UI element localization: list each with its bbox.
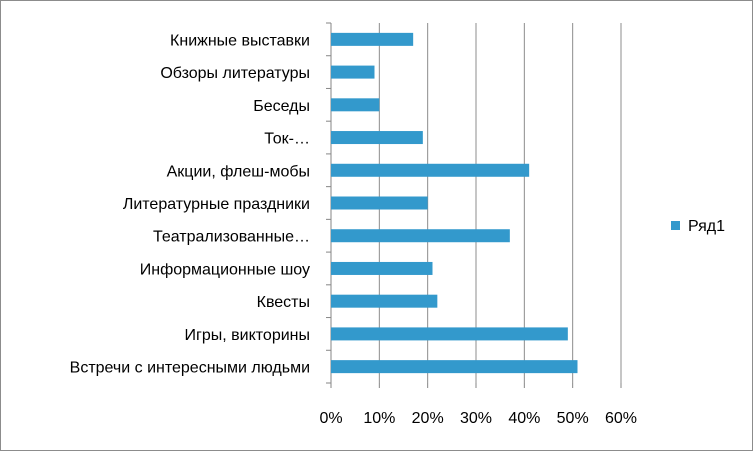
x-tick-label: 60% xyxy=(605,410,637,427)
category-label: Обзоры литературы xyxy=(160,65,310,82)
bar xyxy=(331,261,433,275)
bar xyxy=(331,360,578,374)
x-tick-label: 30% xyxy=(460,410,492,427)
x-tick-label: 10% xyxy=(363,410,395,427)
gridlines xyxy=(326,22,622,388)
category-label: Театрализованные… xyxy=(153,229,310,246)
bar xyxy=(331,131,423,145)
x-tick-labels: 0% 10% 20% 30% 40% 50% 60% xyxy=(319,410,637,427)
x-tick-label: 50% xyxy=(557,410,589,427)
category-label: Акции, флеш-мобы xyxy=(167,163,310,180)
legend: Ряд1 xyxy=(671,218,725,235)
category-labels: Книжные выставки Обзоры литературы Беседы Т… xyxy=(70,32,310,376)
x-tick-label: 20% xyxy=(412,410,444,427)
bar xyxy=(331,98,380,112)
category-label: Беседы xyxy=(253,98,310,115)
x-tick-label: 0% xyxy=(319,410,342,427)
bars xyxy=(331,32,578,374)
category-label: Информационные шоу xyxy=(140,261,310,278)
bar xyxy=(331,196,428,210)
category-label: Квесты xyxy=(257,294,310,311)
category-label: Игры, викторины xyxy=(185,327,310,344)
bar xyxy=(331,294,438,308)
bar xyxy=(331,229,510,243)
bar xyxy=(331,163,530,177)
x-tick-label: 40% xyxy=(508,410,540,427)
category-label: Литературные праздники xyxy=(123,196,310,213)
bar xyxy=(331,327,568,341)
bar xyxy=(331,65,375,79)
legend-swatch xyxy=(671,221,680,230)
category-label: Встречи с интересными людьми xyxy=(70,360,310,377)
bar xyxy=(331,32,414,46)
legend-label: Ряд1 xyxy=(688,218,725,235)
category-label: Ток-… xyxy=(264,131,310,148)
category-label: Книжные выставки xyxy=(170,32,310,49)
